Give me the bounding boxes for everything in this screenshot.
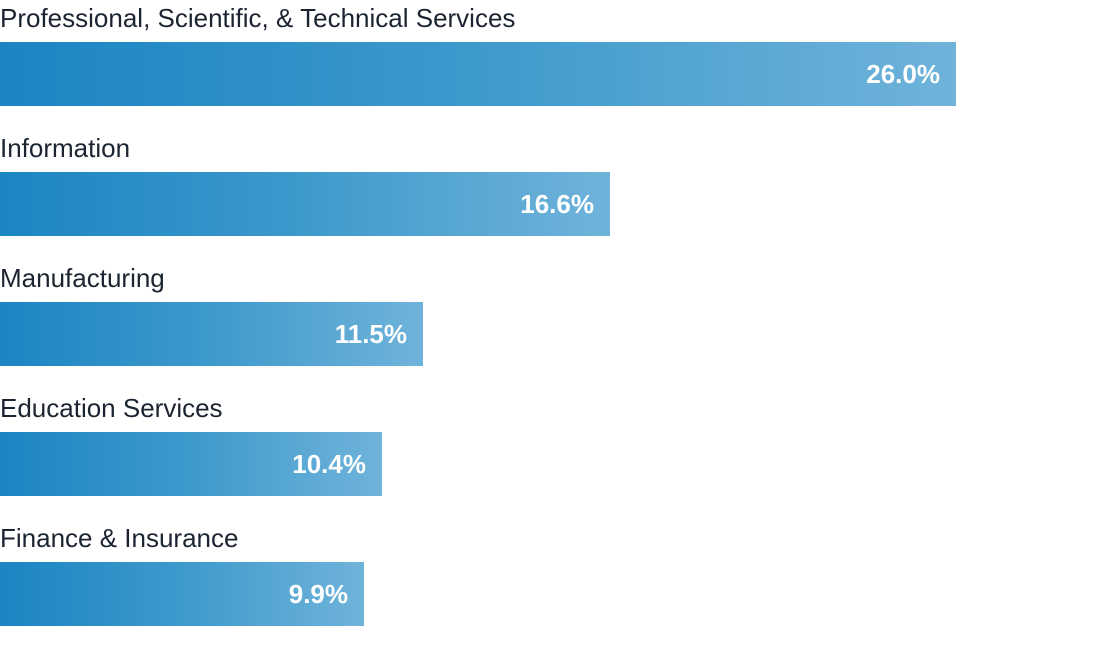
bar: 11.5%	[0, 302, 423, 366]
value-label: 16.6%	[520, 189, 594, 219]
category-label: Professional, Scientific, & Technical Se…	[0, 3, 516, 33]
bar-row: Finance & Insurance 9.9%	[0, 520, 1104, 650]
category-label: Education Services	[0, 393, 223, 423]
category-label: Finance & Insurance	[0, 523, 239, 553]
value-label: 11.5%	[334, 319, 407, 349]
bar-chart: Professional, Scientific, & Technical Se…	[0, 0, 1104, 626]
bar-row: Professional, Scientific, & Technical Se…	[0, 0, 1104, 130]
bar: 16.6%	[0, 172, 610, 236]
bar: 9.9%	[0, 562, 364, 626]
bar-row: Education Services 10.4%	[0, 390, 1104, 520]
bar-row: Manufacturing 11.5%	[0, 260, 1104, 390]
value-label: 26.0%	[866, 59, 940, 89]
bar-row: Information 16.6%	[0, 130, 1104, 260]
category-label: Information	[0, 133, 131, 163]
category-label: Manufacturing	[0, 263, 165, 293]
value-label: 10.4%	[292, 449, 366, 479]
bar: 26.0%	[0, 42, 956, 106]
value-label: 9.9%	[288, 579, 348, 609]
bar: 10.4%	[0, 432, 382, 496]
